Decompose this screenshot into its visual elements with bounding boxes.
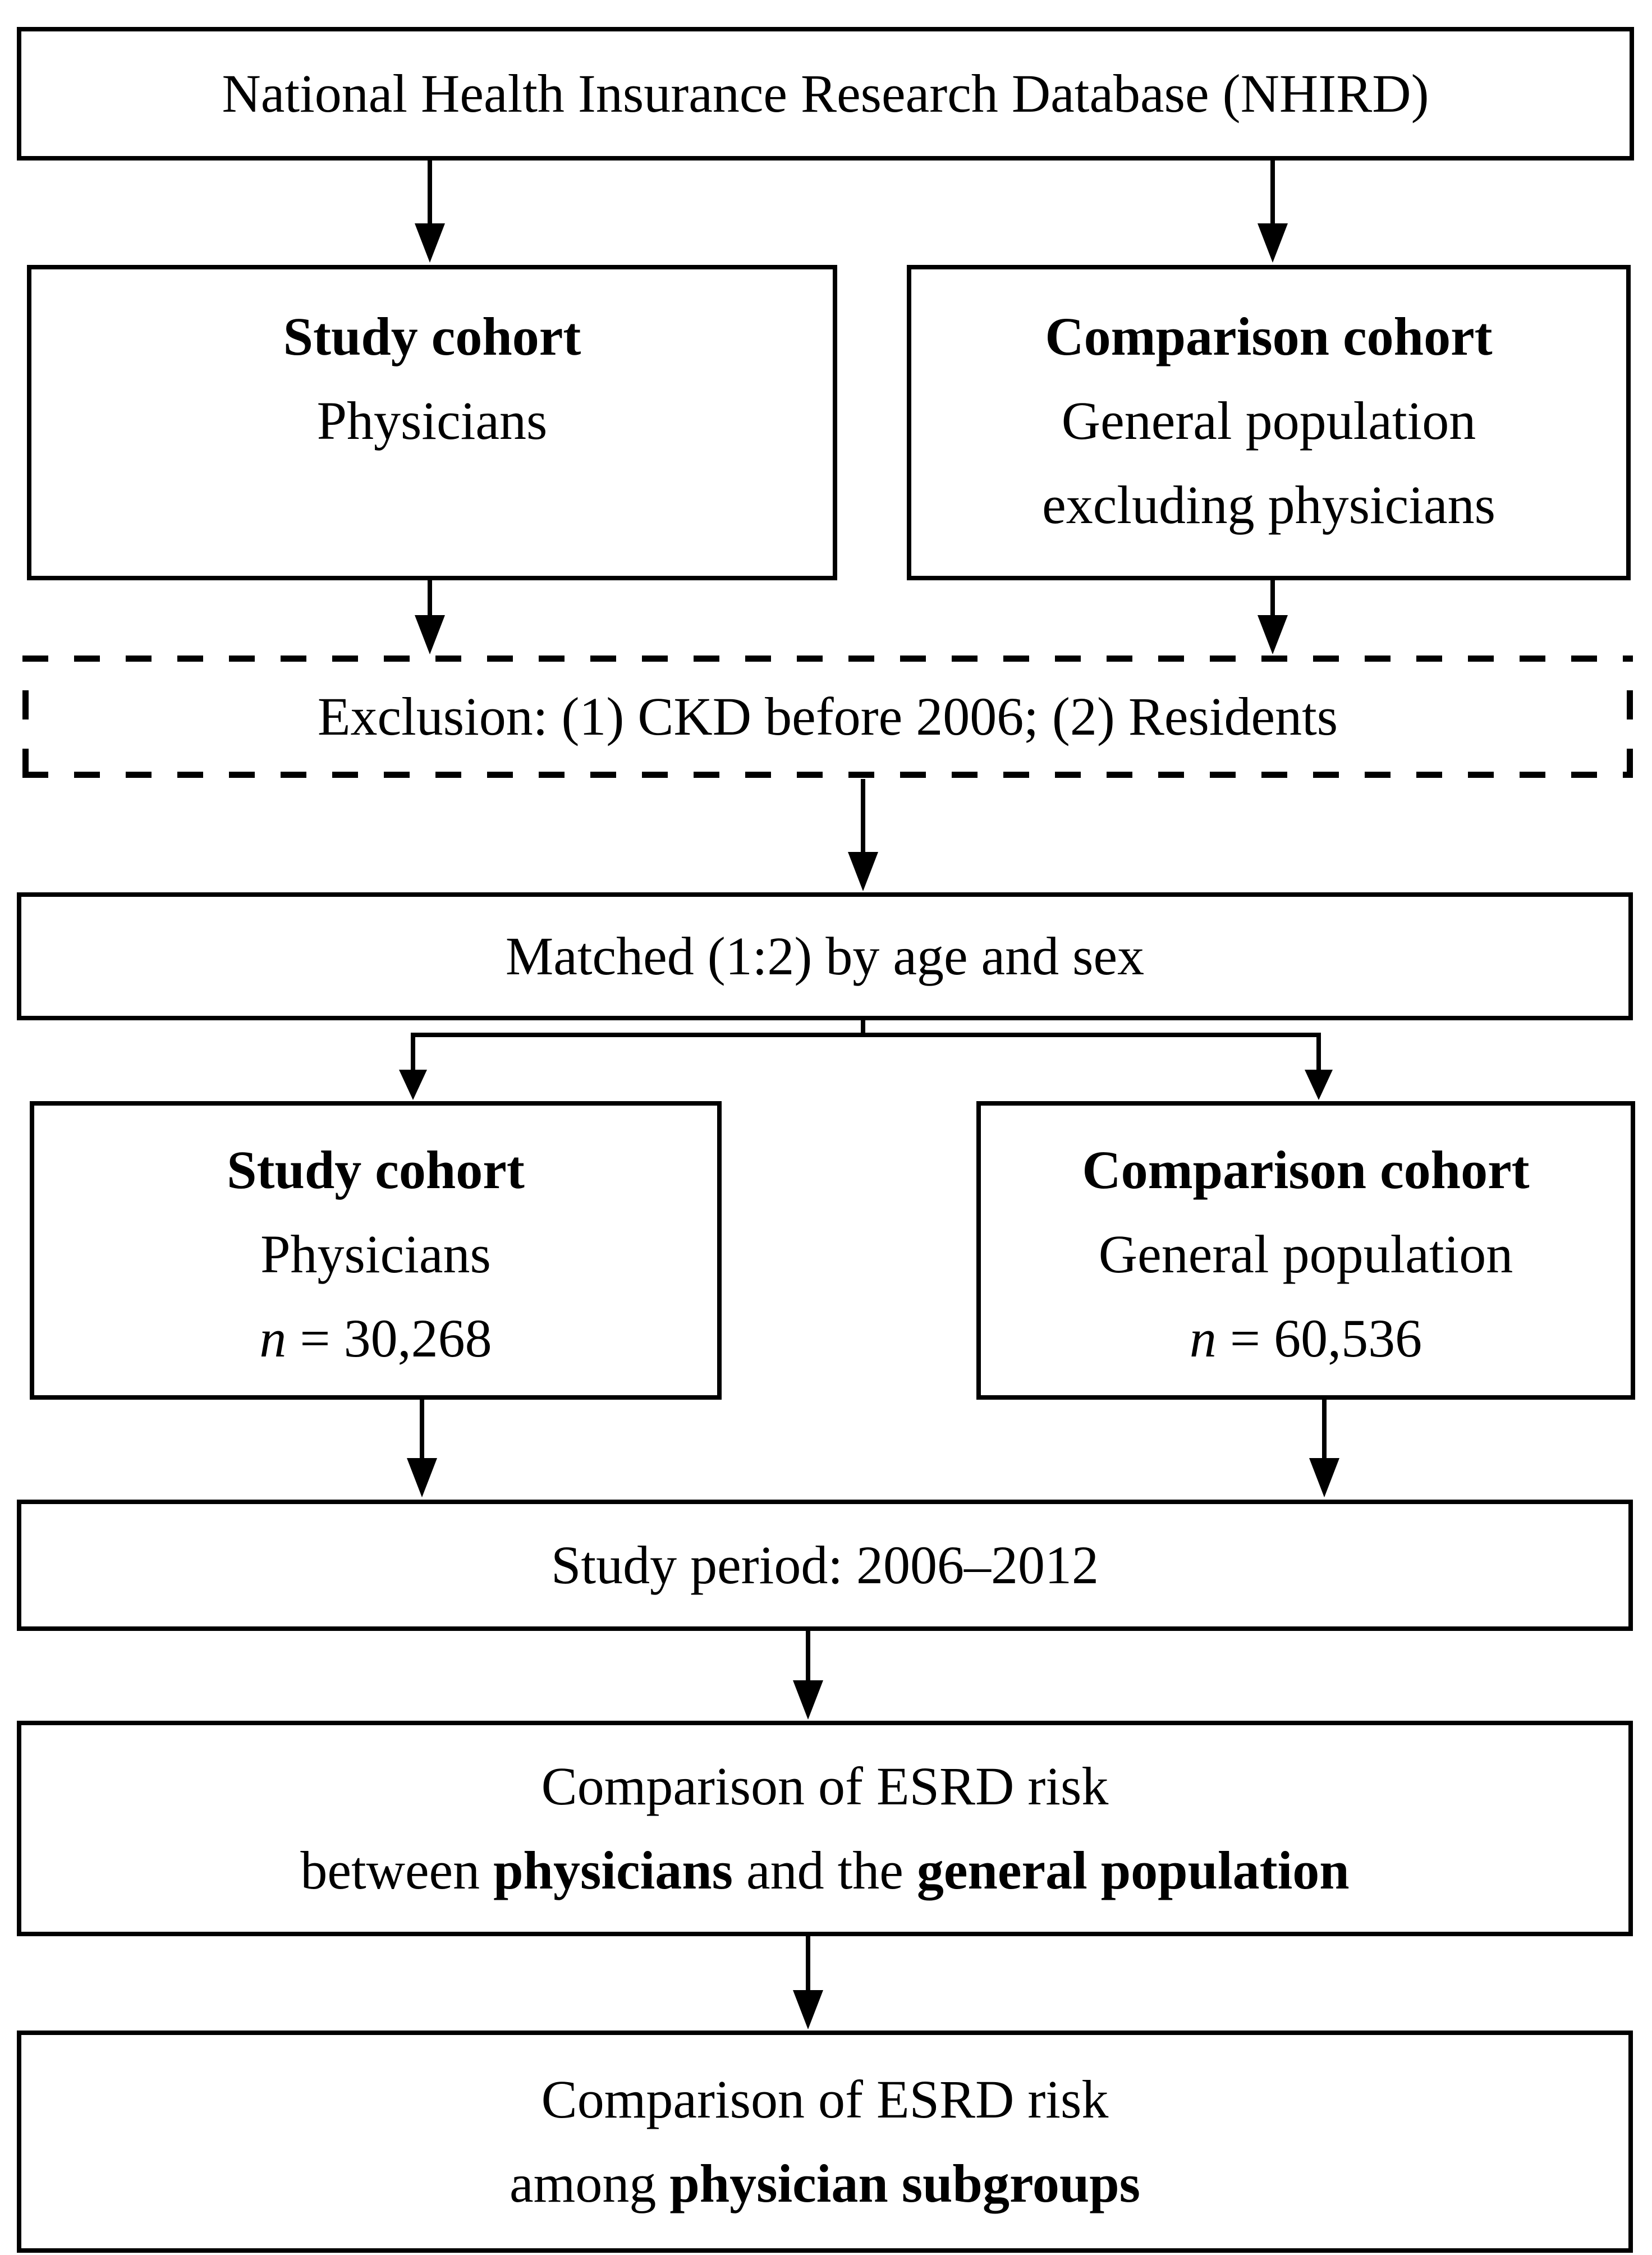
study-cohort-matched-title: Study cohort (227, 1140, 525, 1200)
study-cohort-population: Physicians (316, 391, 548, 451)
nhird-box: National Health Insurance Research Datab… (17, 27, 1634, 161)
arrow-down-stem (1270, 580, 1275, 616)
arrow-down-stem (861, 779, 865, 853)
study-period-label: Study period: 2006–2012 (551, 1535, 1099, 1595)
comparison-cohort-title: Comparison cohort (1045, 306, 1493, 366)
arrow-down-icon (407, 1458, 437, 1497)
arrow-down-icon (415, 223, 445, 263)
arrow-down-icon (793, 1680, 823, 1720)
text-segment-bold: general population (916, 1840, 1350, 1900)
text-segment: and the (733, 1840, 917, 1900)
comparison-cohort-box: Comparison cohort General population exc… (907, 265, 1631, 580)
esrd-subgroups-line1: Comparison of ESRD risk (541, 2069, 1109, 2129)
dashed-border-bottom (22, 772, 1633, 778)
text-segment-bold: physicians (493, 1840, 733, 1900)
esrd-population-line1: Comparison of ESRD risk (541, 1756, 1109, 1816)
nhird-label: National Health Insurance Research Datab… (222, 63, 1429, 123)
matched-label: Matched (1:2) by age and sex (505, 926, 1145, 986)
comparison-cohort-matched-title: Comparison cohort (1082, 1140, 1530, 1200)
arrow-down-stem (428, 580, 432, 616)
dashed-border-right (1627, 656, 1633, 778)
n-symbol: n (259, 1308, 287, 1368)
exclusion-label: Exclusion: (1) CKD before 2006; (2) Resi… (317, 686, 1338, 746)
dashed-border-top (22, 656, 1633, 662)
study-cohort-sample-size: n = 30,268 (259, 1296, 492, 1381)
study-cohort-matched-box: Study cohort Physicians n = 30,268 (30, 1101, 722, 1400)
esrd-risk-subgroups-box: Comparison of ESRD risk among physician … (17, 2031, 1633, 2253)
study-cohort-box: Study cohort Physicians (27, 265, 837, 580)
arrow-down-icon (848, 852, 878, 891)
exclusion-box: Exclusion: (1) CKD before 2006; (2) Resi… (22, 656, 1633, 778)
esrd-population-line2: between physicians and the general popul… (300, 1828, 1349, 1913)
arrow-down-stem (428, 161, 432, 224)
n-value: = 60,536 (1216, 1308, 1422, 1368)
arrow-down-stem (806, 1936, 810, 1991)
arrow-down-stem (1316, 1033, 1321, 1071)
arrow-down-stem (1322, 1400, 1327, 1459)
arrow-down-stem (420, 1400, 424, 1459)
arrow-down-icon (1258, 223, 1288, 263)
text-segment: between (300, 1840, 494, 1900)
study-period-box: Study period: 2006–2012 (17, 1500, 1633, 1631)
comparison-cohort-matched-box: Comparison cohort General population n =… (976, 1101, 1635, 1400)
arrow-down-icon (1309, 1458, 1339, 1497)
n-symbol: n (1189, 1308, 1217, 1368)
comparison-cohort-population: General population (1061, 391, 1476, 451)
arrow-down-stem (411, 1033, 415, 1071)
n-value: = 30,268 (286, 1308, 492, 1368)
study-cohort-matched-population: Physicians (260, 1224, 491, 1284)
arrow-down-icon (1305, 1070, 1333, 1100)
arrow-down-stem (1270, 161, 1275, 224)
text-segment: among (510, 2153, 670, 2213)
arrow-down-stem (806, 1631, 810, 1681)
arrow-down-icon (1258, 615, 1288, 654)
esrd-subgroups-line2: among physician subgroups (510, 2142, 1140, 2226)
comparison-cohort-sample-size: n = 60,536 (1190, 1296, 1422, 1381)
text-segment-bold: physician subgroups (669, 2153, 1140, 2213)
esrd-risk-population-box: Comparison of ESRD risk between physicia… (17, 1721, 1633, 1936)
matched-box: Matched (1:2) by age and sex (17, 892, 1633, 1020)
arrow-down-icon (399, 1070, 427, 1100)
connector-stem (861, 1019, 865, 1035)
comparison-cohort-matched-population: General population (1098, 1224, 1513, 1284)
arrow-down-icon (793, 1990, 823, 2029)
comparison-cohort-population-2: excluding physicians (1042, 475, 1495, 535)
arrow-down-icon (415, 615, 445, 654)
connector-line (411, 1033, 1321, 1037)
dashed-border-left (22, 656, 29, 778)
study-cohort-title: Study cohort (283, 306, 581, 366)
